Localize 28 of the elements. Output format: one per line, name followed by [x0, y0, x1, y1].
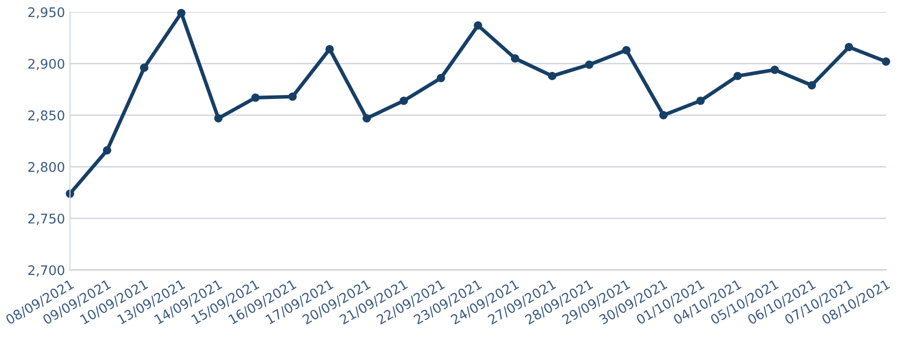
- point: [400, 96, 408, 105]
- point: [436, 74, 446, 82]
- point: [548, 72, 556, 80]
- point: [622, 46, 631, 54]
- point: [214, 114, 223, 122]
- point: [140, 64, 148, 72]
- y-tick-label: 2,950: [28, 7, 64, 19]
- point: [177, 8, 186, 18]
- point: [844, 42, 854, 52]
- point: [808, 81, 816, 90]
- point: [288, 92, 297, 101]
- point: [474, 21, 482, 30]
- point: [362, 114, 371, 122]
- point: [770, 66, 779, 74]
- y-tick-label: 2,850: [28, 110, 64, 122]
- point: [882, 57, 890, 66]
- y-tick-label: 2,800: [28, 162, 64, 174]
- point: [251, 93, 260, 102]
- point: [659, 111, 668, 120]
- y-tick-label: 2,900: [28, 58, 64, 70]
- point: [325, 44, 334, 54]
- point: [733, 72, 742, 80]
- point: [102, 146, 112, 154]
- point: [510, 54, 520, 63]
- point: [585, 60, 594, 69]
- point: [696, 96, 705, 105]
- y-tick-label: 2,700: [28, 265, 64, 277]
- y-tick-label: 2,750: [28, 214, 64, 225]
